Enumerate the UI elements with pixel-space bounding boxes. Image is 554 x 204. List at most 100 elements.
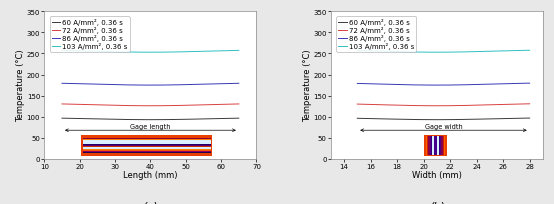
60 A/mm², 0.36 s <box>511 118 517 120</box>
103 A/mm², 0.36 s <box>219 50 226 53</box>
72 A/mm², 0.36 s <box>167 105 174 107</box>
60 A/mm², 0.36 s <box>457 119 464 121</box>
Text: (b): (b) <box>429 200 445 204</box>
86 A/mm², 0.36 s <box>59 83 65 85</box>
103 A/mm², 0.36 s <box>167 52 174 54</box>
86 A/mm², 0.36 s <box>208 83 215 86</box>
72 A/mm², 0.36 s <box>434 105 440 108</box>
72 A/mm², 0.36 s <box>456 105 463 107</box>
Line: 60 A/mm², 0.36 s: 60 A/mm², 0.36 s <box>62 119 239 120</box>
Bar <box>83 138 211 139</box>
72 A/mm², 0.36 s <box>354 103 361 106</box>
X-axis label: Length (mm): Length (mm) <box>123 171 178 180</box>
72 A/mm², 0.36 s <box>59 103 65 106</box>
60 A/mm², 0.36 s <box>460 119 466 121</box>
Y-axis label: Temperature (°C): Temperature (°C) <box>16 50 25 122</box>
86 A/mm², 0.36 s <box>500 83 506 85</box>
72 A/mm², 0.36 s <box>59 103 66 106</box>
60 A/mm², 0.36 s <box>354 118 361 120</box>
72 A/mm², 0.36 s <box>511 103 517 106</box>
Bar <box>81 136 212 156</box>
Bar <box>424 136 448 156</box>
103 A/mm², 0.36 s <box>164 52 171 54</box>
60 A/mm², 0.36 s <box>355 118 361 120</box>
60 A/mm², 0.36 s <box>434 119 440 121</box>
Bar <box>83 151 211 152</box>
Line: 86 A/mm², 0.36 s: 86 A/mm², 0.36 s <box>357 84 530 86</box>
Bar <box>83 145 211 146</box>
Bar <box>434 136 437 155</box>
Bar <box>83 152 211 153</box>
86 A/mm², 0.36 s <box>219 83 226 85</box>
Text: (a): (a) <box>142 200 158 204</box>
103 A/mm², 0.36 s <box>147 52 153 54</box>
103 A/mm², 0.36 s <box>456 51 463 54</box>
86 A/mm², 0.36 s <box>167 84 174 87</box>
60 A/mm², 0.36 s <box>235 117 242 120</box>
72 A/mm², 0.36 s <box>219 104 226 106</box>
103 A/mm², 0.36 s <box>457 51 464 54</box>
60 A/mm², 0.36 s <box>147 119 153 121</box>
103 A/mm², 0.36 s <box>165 52 171 54</box>
60 A/mm², 0.36 s <box>526 117 533 120</box>
103 A/mm², 0.36 s <box>500 50 506 53</box>
60 A/mm², 0.36 s <box>219 118 226 120</box>
72 A/mm², 0.36 s <box>147 105 153 108</box>
72 A/mm², 0.36 s <box>526 103 533 105</box>
Bar <box>83 150 211 151</box>
86 A/mm², 0.36 s <box>460 84 466 87</box>
60 A/mm², 0.36 s <box>165 119 171 121</box>
72 A/mm², 0.36 s <box>208 104 215 106</box>
72 A/mm², 0.36 s <box>500 104 506 106</box>
X-axis label: Width (mm): Width (mm) <box>412 171 462 180</box>
60 A/mm², 0.36 s <box>208 118 215 120</box>
103 A/mm², 0.36 s <box>511 50 517 53</box>
Legend: 60 A/mm², 0.36 s, 72 A/mm², 0.36 s, 86 A/mm², 0.36 s, 103 A/mm², 0.36 s: 60 A/mm², 0.36 s, 72 A/mm², 0.36 s, 86 A… <box>336 17 416 52</box>
103 A/mm², 0.36 s <box>526 50 533 52</box>
Bar <box>431 136 432 155</box>
86 A/mm², 0.36 s <box>456 84 463 87</box>
86 A/mm², 0.36 s <box>165 84 171 87</box>
86 A/mm², 0.36 s <box>59 83 66 85</box>
103 A/mm², 0.36 s <box>355 50 361 52</box>
Legend: 60 A/mm², 0.36 s, 72 A/mm², 0.36 s, 86 A/mm², 0.36 s, 103 A/mm², 0.36 s: 60 A/mm², 0.36 s, 72 A/mm², 0.36 s, 86 A… <box>50 17 130 52</box>
60 A/mm², 0.36 s <box>167 119 174 121</box>
103 A/mm², 0.36 s <box>460 51 466 54</box>
Bar <box>429 136 431 155</box>
103 A/mm², 0.36 s <box>59 50 65 52</box>
Bar <box>428 136 429 155</box>
86 A/mm², 0.36 s <box>354 83 361 85</box>
Text: Gage width: Gage width <box>425 123 462 129</box>
60 A/mm², 0.36 s <box>500 118 506 120</box>
86 A/mm², 0.36 s <box>164 84 171 87</box>
Bar <box>426 136 445 155</box>
Line: 72 A/mm², 0.36 s: 72 A/mm², 0.36 s <box>357 104 530 106</box>
86 A/mm², 0.36 s <box>457 84 464 87</box>
86 A/mm², 0.36 s <box>526 82 533 85</box>
72 A/mm², 0.36 s <box>355 103 361 106</box>
Bar <box>83 144 211 145</box>
103 A/mm², 0.36 s <box>434 52 440 54</box>
Bar <box>440 136 442 155</box>
Y-axis label: Temperature (°C): Temperature (°C) <box>302 50 312 122</box>
Bar <box>439 136 440 155</box>
60 A/mm², 0.36 s <box>59 117 65 120</box>
Line: 60 A/mm², 0.36 s: 60 A/mm², 0.36 s <box>357 119 530 120</box>
72 A/mm², 0.36 s <box>457 105 464 107</box>
103 A/mm², 0.36 s <box>208 51 215 53</box>
Line: 72 A/mm², 0.36 s: 72 A/mm², 0.36 s <box>62 104 239 106</box>
86 A/mm², 0.36 s <box>147 84 153 87</box>
Bar <box>426 136 427 155</box>
103 A/mm², 0.36 s <box>59 50 66 52</box>
Bar <box>83 146 211 147</box>
Bar <box>83 138 211 153</box>
Text: Gage length: Gage length <box>130 123 171 129</box>
72 A/mm², 0.36 s <box>165 105 171 107</box>
60 A/mm², 0.36 s <box>456 119 463 121</box>
103 A/mm², 0.36 s <box>235 50 242 52</box>
86 A/mm², 0.36 s <box>355 83 361 85</box>
Line: 103 A/mm², 0.36 s: 103 A/mm², 0.36 s <box>357 51 530 53</box>
Bar <box>83 139 211 140</box>
72 A/mm², 0.36 s <box>164 105 171 107</box>
86 A/mm², 0.36 s <box>511 83 517 85</box>
